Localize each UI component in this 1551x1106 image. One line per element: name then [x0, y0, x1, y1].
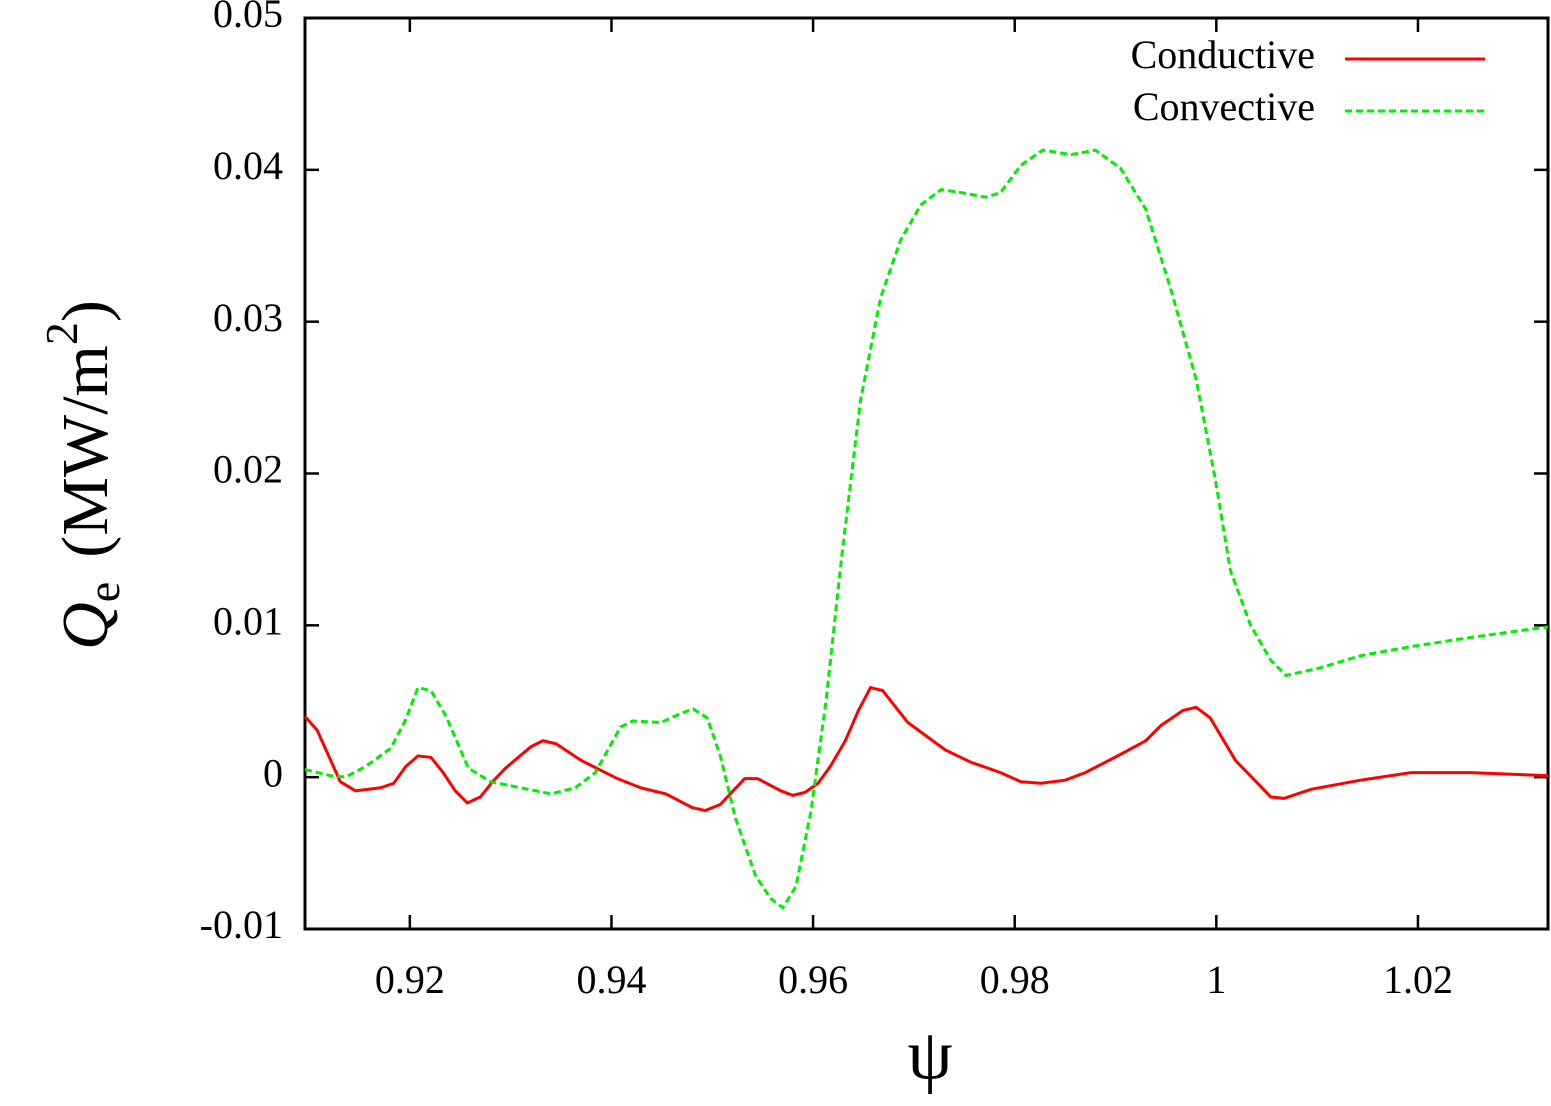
- plot-frame: [303, 16, 1550, 931]
- series-line: [303, 685, 1549, 813]
- y-label-sup: 2: [36, 322, 87, 345]
- y-label-close: ): [49, 300, 122, 322]
- series-line: [304, 148, 1549, 910]
- legend-label: Conductive: [1131, 32, 1315, 77]
- y-tick-label: 0: [263, 750, 283, 795]
- x-tick-label: 0.96: [778, 957, 848, 1002]
- legend-label: Convective: [1133, 84, 1315, 129]
- y-axis-label: Qe (MW/m2): [36, 300, 129, 650]
- x-axis-label: ψ: [907, 1015, 952, 1095]
- x-tick-label: 1.02: [1383, 957, 1453, 1002]
- x-tick-label: 0.94: [576, 957, 646, 1002]
- y-tick-label: -0.01: [200, 902, 283, 947]
- y-label-unit: (MW/m: [49, 345, 122, 558]
- y-tick-label: 0.03: [213, 295, 283, 340]
- x-tick-label: 0.98: [980, 957, 1050, 1002]
- y-label-sub: e: [78, 582, 129, 602]
- x-tick-label: 0.92: [375, 957, 445, 1002]
- y-tick-label: 0.01: [213, 599, 283, 644]
- y-tick-label: 0.05: [213, 0, 283, 36]
- x-tick-label: 1: [1206, 957, 1226, 1002]
- y-label-main: Q: [49, 602, 122, 650]
- y-tick-label: 0.02: [213, 447, 283, 492]
- y-tick-label: 0.04: [213, 143, 283, 188]
